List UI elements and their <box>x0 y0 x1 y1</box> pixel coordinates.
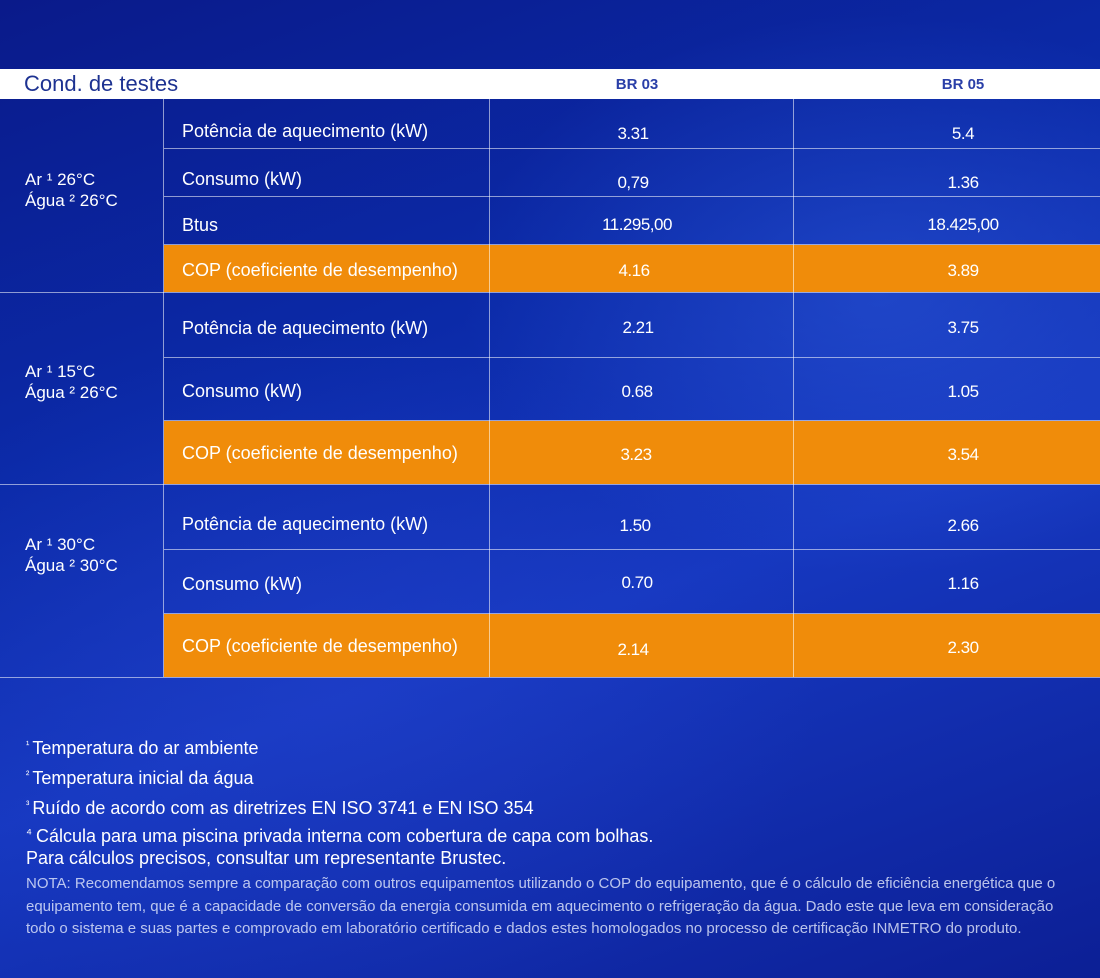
footnote-text: Cálcula para uma piscina privada interna… <box>36 826 654 846</box>
divider <box>0 484 1100 485</box>
cop-highlight <box>164 245 1100 292</box>
value-br05: 5.4 <box>951 124 975 143</box>
spec-table: Ar ¹ 26°C Água ² 26°C Potência de aqueci… <box>0 99 1100 678</box>
footnote-4-cont: Para cálculos precisos, consultar um rep… <box>26 848 507 868</box>
value-br05: 1.16 <box>947 574 979 593</box>
footnote-text: Ruído de acordo com as diretrizes EN ISO… <box>32 798 534 818</box>
divider <box>164 549 1100 550</box>
value-br05: 3.54 <box>947 445 979 464</box>
row-label: Btus <box>182 215 219 235</box>
test-condition: Ar ¹ 15°C Água ² 26°C <box>25 361 118 403</box>
table-header: Cond. de testes BR 03 BR 05 <box>0 69 1100 99</box>
divider <box>164 148 1100 149</box>
divider <box>164 420 1100 421</box>
value-br03: 3.23 <box>620 445 652 464</box>
test-condition: Ar ¹ 30°C Água ² 30°C <box>25 534 118 576</box>
value-br03: 4.16 <box>618 261 650 280</box>
row-label: COP (coeficiente de desempenho) <box>182 260 458 280</box>
footnote-mark: ⁴ <box>26 825 33 841</box>
value-br03: 0,79 <box>617 173 649 192</box>
test-condition: Ar ¹ 26°C Água ² 26°C <box>25 169 118 211</box>
cop-highlight <box>164 421 1100 484</box>
row-label: Consumo (kW) <box>182 574 303 594</box>
value-br05: 2.30 <box>947 638 979 657</box>
value-br05: 3.89 <box>947 261 979 280</box>
divider <box>164 244 1100 245</box>
value-br03: 2.21 <box>622 318 654 337</box>
divider <box>164 357 1100 358</box>
value-br05: 18.425,00 <box>927 215 999 234</box>
value-br03: 11.295,00 <box>602 215 672 234</box>
footnote-mark: ¹ <box>26 740 30 751</box>
footnote-mark: ² <box>26 770 30 781</box>
value-br03: 2.14 <box>617 640 649 659</box>
value-br03: 0.70 <box>621 573 653 592</box>
row-label: Consumo (kW) <box>182 381 303 401</box>
footnote-2: ² Temperatura inicial da água <box>26 762 1086 792</box>
condition-water: Água ² 26°C <box>25 191 118 210</box>
divider <box>164 196 1100 197</box>
header-title: Cond. de testes <box>24 71 179 96</box>
condition-air: Ar ¹ 30°C <box>25 535 96 554</box>
divider <box>164 613 1100 614</box>
footnote-1: ¹ Temperatura do ar ambiente <box>26 732 1086 762</box>
row-label: Consumo (kW) <box>182 169 303 189</box>
value-br03: 1.50 <box>619 516 651 535</box>
row-label: Potência de aquecimento (kW) <box>182 318 429 338</box>
value-br03: 0.68 <box>621 382 653 401</box>
divider <box>489 99 490 677</box>
footnote-4: ⁴ Cálcula para uma piscina privada intern… <box>26 822 1086 847</box>
row-label: Potência de aquecimento (kW) <box>182 121 429 141</box>
value-br03: 3.31 <box>617 124 649 143</box>
footnote-text: Temperatura do ar ambiente <box>32 738 259 758</box>
footnote-mark: ³ <box>26 800 30 811</box>
row-label: COP (coeficiente de desempenho) <box>182 636 458 656</box>
value-br05: 1.05 <box>947 382 979 401</box>
cop-highlight <box>164 614 1100 677</box>
nota-paragraph: NOTA: Recomendamos sempre a comparação c… <box>26 875 1056 937</box>
condition-air: Ar ¹ 15°C <box>25 362 96 381</box>
value-br05: 3.75 <box>947 318 979 337</box>
condition-water: Água ² 30°C <box>25 556 118 575</box>
row-label: COP (coeficiente de desempenho) <box>182 443 458 463</box>
footnote-3: ³ Ruído de acordo com as diretrizes EN IS… <box>26 792 1086 822</box>
value-br05: 2.66 <box>947 516 979 535</box>
condition-air: Ar ¹ 26°C <box>25 170 96 189</box>
divider <box>793 99 794 677</box>
footnotes: ¹ Temperatura do ar ambiente ² Temperatura… <box>26 732 1086 941</box>
row-label: Potência de aquecimento (kW) <box>182 514 429 534</box>
footnote-text: Temperatura inicial da água <box>32 768 254 788</box>
condition-water: Água ² 26°C <box>25 383 118 402</box>
divider <box>0 292 1100 293</box>
divider <box>163 99 164 677</box>
header-br05: BR 05 <box>941 76 985 93</box>
divider <box>0 677 1100 678</box>
value-br05: 1.36 <box>947 173 979 192</box>
header-br03: BR 03 <box>615 76 659 93</box>
